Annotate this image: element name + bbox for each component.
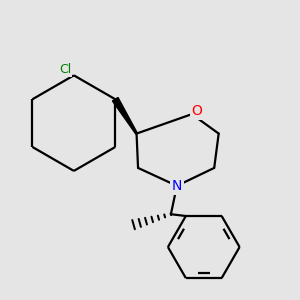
Text: Cl: Cl xyxy=(59,63,71,76)
Text: O: O xyxy=(192,103,203,118)
Text: N: N xyxy=(172,179,182,193)
Polygon shape xyxy=(112,98,137,134)
